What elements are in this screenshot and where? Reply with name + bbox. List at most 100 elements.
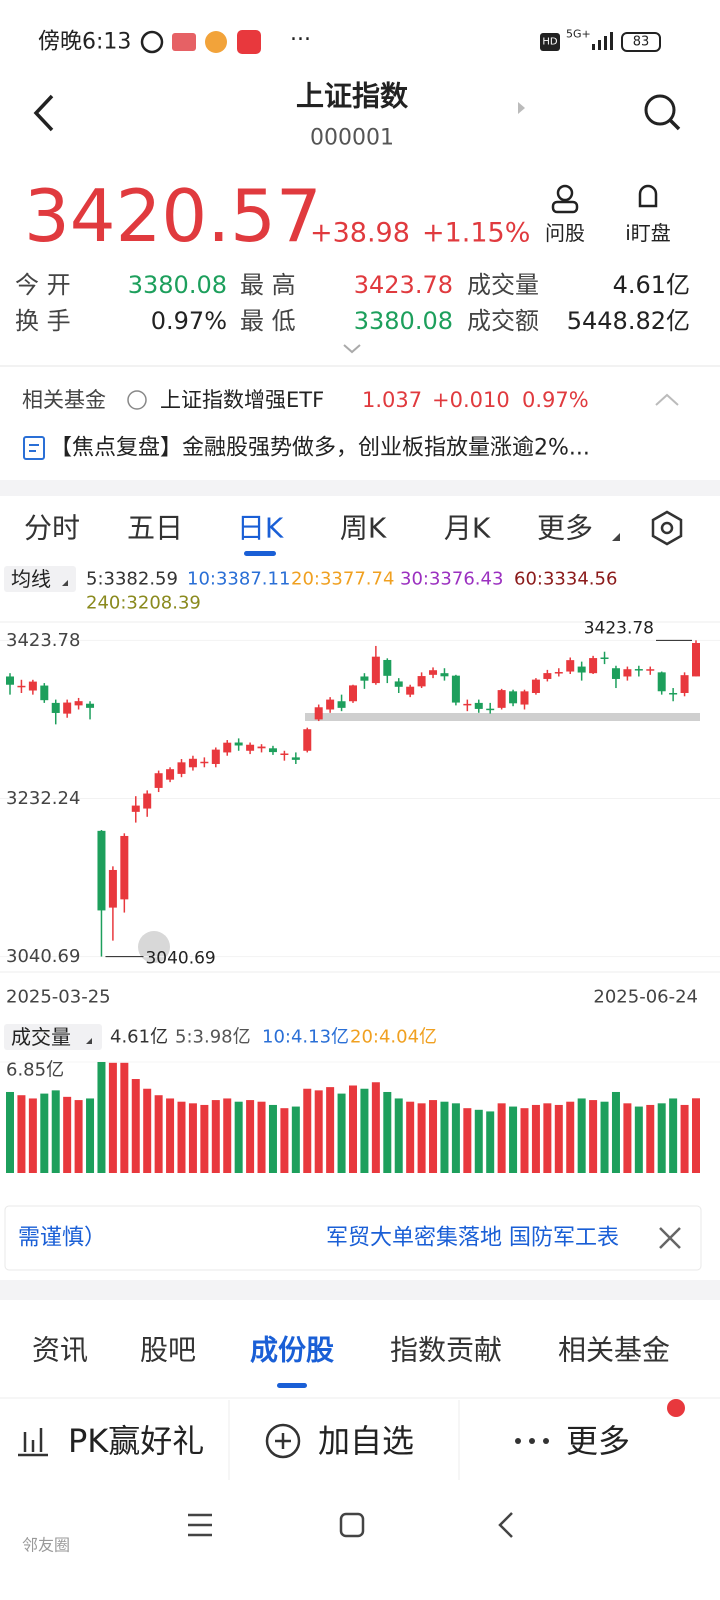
chart-tab-active[interactable]: 日K [237,512,284,545]
volume-tick-label: 6.85亿 [6,1060,64,1081]
hd-text: HD [542,37,558,48]
expand-chevron[interactable] [343,344,361,354]
candle-body [657,672,666,692]
fund-name[interactable]: 上证指数增强ETF [160,388,324,412]
ask-icon[interactable] [556,184,574,202]
candle-body [280,753,289,755]
toolbar-button[interactable]: PK赢好礼 [68,1422,204,1460]
candle-body [417,676,426,687]
info-icon[interactable] [127,390,147,410]
more-dots: ··· [290,28,311,53]
banner-text[interactable]: 需谨慎） [18,1226,106,1251]
settings-icon[interactable] [651,510,683,546]
close-banner[interactable] [659,1227,681,1249]
ma-label[interactable]: 均线 [11,567,51,591]
back-button[interactable] [33,94,54,132]
toolbar-button[interactable]: 加自选 [318,1422,414,1460]
nav-home[interactable] [339,1512,365,1538]
price: 3420.57 [24,174,322,258]
volume-bar [360,1088,369,1173]
watch-icon[interactable] [638,184,658,208]
stat-value: 3380.08 [128,271,227,299]
section-tab-active[interactable]: 成份股 [250,1334,334,1367]
candle-body [40,685,49,701]
volume-legend-item: 20:4.04亿 [350,1027,437,1048]
price-pct: +1.15% [422,218,530,249]
volume-bar [429,1100,438,1173]
volume-bar [40,1093,49,1173]
candle-body [51,702,60,713]
nav-menu[interactable] [188,1513,212,1537]
volume-bar [417,1103,426,1173]
price-change: +38.98 [310,218,410,249]
ma-button[interactable] [4,566,76,592]
next-arrow[interactable] [518,102,525,114]
fund-price: 1.037 [362,388,422,412]
candle-body [303,729,312,751]
news-headline[interactable]: 【焦点复盘】金融股强势做多，创业板指放量涨逾2%... [50,436,590,461]
candle-body [406,686,415,695]
ma-legend-item: 60:3334.56 [514,569,617,590]
volume-bar [406,1101,415,1173]
volume-legend-item: 10:4.13亿 [262,1027,349,1048]
nav-back[interactable] [498,1512,513,1538]
stats: 今 开 3380.08 最 高 3423.78 成交量 4.61亿 换 手 0.… [15,271,690,335]
candle-body [680,675,689,693]
candle-body [692,642,700,677]
volume-bar [268,1104,277,1173]
kline: 3040.69 3232.24 3423.78 3423.78 3040.69 [0,618,720,969]
volume-bar [646,1104,655,1173]
volume-bar [63,1096,72,1173]
x-tick-label: 2025-03-25 [6,987,111,1008]
stat-label: 最 低 [240,307,296,335]
candle-body [451,675,460,703]
candle-body [17,685,26,688]
fund-label: 相关基金 [22,388,106,412]
candle-body [394,681,403,687]
section-tab[interactable]: 股吧 [140,1334,196,1367]
app-icon [205,31,227,53]
section-gap [0,1280,720,1300]
collapse-chevron[interactable] [655,393,679,406]
pk-icon[interactable] [18,1428,48,1457]
app-icon [237,30,261,54]
volume-bar [280,1108,289,1173]
stat-value: 3423.78 [354,271,453,299]
candle-body [63,702,72,714]
candle-body [6,676,14,685]
section-tab[interactable]: 相关基金 [558,1334,670,1367]
chart-tab[interactable]: 周K [340,512,387,545]
search-button[interactable] [644,94,676,126]
candle-body [463,703,472,706]
volume-bar [188,1103,197,1173]
more-icon[interactable] [515,1438,549,1444]
volume-button[interactable] [4,1024,102,1050]
banner[interactable] [4,1205,702,1271]
candle-body [291,757,300,760]
status-time: 傍晚6:13 [38,30,131,55]
overlay-button[interactable] [138,931,170,963]
candle-body [440,673,449,677]
action-label[interactable]: i盯盘 [625,221,671,245]
chart-tab[interactable]: 更多 [537,512,593,545]
action-label[interactable]: 问股 [545,221,585,245]
chart-tab[interactable]: 月K [444,512,491,545]
volume-bar [200,1104,209,1173]
section-tab[interactable]: 资讯 [32,1334,88,1367]
volume-bar [394,1098,403,1173]
volume-bar [680,1104,689,1173]
candle-body [314,707,323,720]
hd-badge [540,33,560,51]
chart-tab[interactable]: 分时 [24,512,80,545]
add-icon[interactable] [265,1423,301,1459]
banner-text[interactable]: 军贸大单密集落地 国防军工表 [326,1226,619,1251]
chart-tab[interactable]: 五日 [127,512,183,545]
volume-bar [531,1104,540,1173]
volume-label[interactable]: 成交量 [11,1025,71,1049]
candle-body [74,701,83,706]
stat-label: 成交量 [467,271,539,299]
volume-bar [166,1098,175,1173]
toolbar-button[interactable]: 更多 [566,1422,630,1460]
volume-bar [692,1098,700,1173]
section-tab[interactable]: 指数贡献 [390,1334,502,1367]
